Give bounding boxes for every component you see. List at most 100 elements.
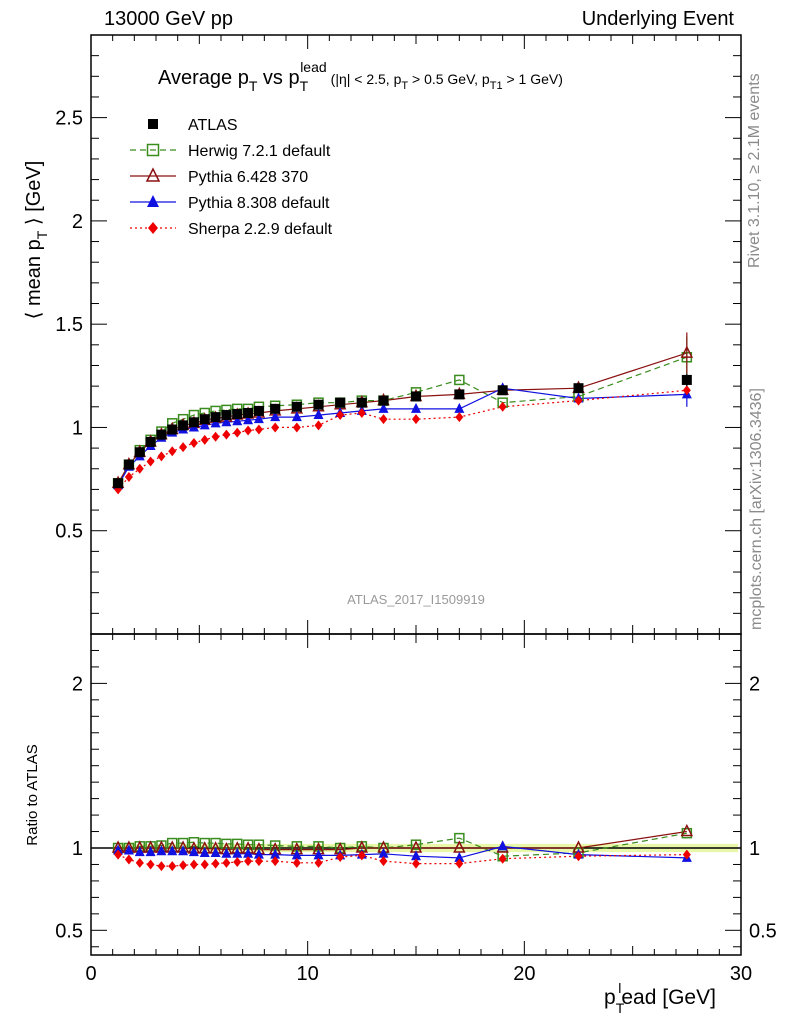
ratio-point-sherpa bbox=[682, 849, 691, 860]
ratio-point-pythia8 bbox=[411, 850, 421, 861]
x-tick-label: 0 bbox=[85, 963, 96, 985]
point-atlas bbox=[356, 397, 367, 408]
point-atlas bbox=[134, 447, 145, 458]
ratio-y-tick-label-right: 0.5 bbox=[749, 920, 777, 942]
ratio-point-sherpa bbox=[200, 859, 209, 870]
axis-ticks: 0 10 20 30 0.5 1 1.5 2 2.5 0.5 0.5 1 1 2 2 bbox=[55, 35, 777, 985]
y-tick-label: 0.5 bbox=[55, 521, 83, 543]
ratio-point-pythia6 bbox=[680, 823, 694, 837]
point-pythia8 bbox=[221, 416, 232, 427]
ratio-point-sherpa bbox=[168, 861, 177, 872]
legend-label-pythia8: Pythia 8.308 default bbox=[188, 195, 330, 212]
ratio-point-pythia8 bbox=[291, 849, 302, 860]
y-axis-label: ⟨ mean pT ⟩ [GeV] bbox=[23, 161, 50, 320]
ratio-point-sherpa bbox=[146, 859, 155, 870]
point-pythia8 bbox=[270, 411, 281, 422]
point-sherpa bbox=[412, 414, 420, 425]
y-tick-label: 2.5 bbox=[55, 108, 83, 130]
point-atlas bbox=[243, 407, 254, 418]
point-sherpa bbox=[135, 463, 144, 474]
series-lines bbox=[117, 352, 688, 867]
ratio-point-pythia8 bbox=[156, 845, 167, 856]
point-sherpa bbox=[379, 414, 388, 425]
point-pythia8 bbox=[411, 402, 421, 413]
point-sherpa bbox=[157, 451, 166, 462]
ratio-point-pythia8 bbox=[232, 847, 243, 858]
point-sherpa bbox=[189, 437, 198, 448]
ratio-point-pythia8 bbox=[221, 847, 232, 858]
ratio-point-pythia8 bbox=[134, 846, 145, 857]
point-atlas bbox=[497, 385, 508, 396]
legend-label-sherpa: Sherpa 2.2.9 default bbox=[188, 221, 333, 238]
ratio-point-sherpa bbox=[114, 849, 123, 860]
point-atlas bbox=[156, 429, 167, 440]
point-atlas bbox=[378, 395, 389, 406]
point-sherpa bbox=[455, 412, 464, 423]
point-sherpa bbox=[179, 442, 188, 453]
point-atlas bbox=[188, 417, 199, 428]
ratio-point-sherpa bbox=[135, 857, 144, 868]
ratio-point-sherpa bbox=[189, 859, 198, 870]
point-sherpa bbox=[271, 422, 280, 433]
ratio-point-pythia8 bbox=[378, 847, 389, 858]
ratio-y-tick-label: 0.5 bbox=[55, 920, 83, 942]
ratio-point-pythia8 bbox=[113, 844, 124, 855]
ratio-point-sherpa bbox=[222, 857, 231, 868]
point-atlas bbox=[167, 424, 178, 435]
point-sherpa bbox=[314, 420, 323, 431]
x-tick-label: 20 bbox=[513, 963, 535, 985]
legend-marker-sherpa bbox=[148, 222, 158, 234]
header-right: Underlying Event bbox=[581, 8, 734, 30]
ratio-point-sherpa bbox=[254, 856, 263, 867]
ratio-point-sherpa bbox=[124, 854, 133, 865]
point-atlas bbox=[313, 399, 324, 410]
point-sherpa bbox=[233, 427, 242, 438]
point-pythia8 bbox=[199, 419, 210, 430]
point-sherpa bbox=[168, 446, 177, 457]
ratio-point-sherpa bbox=[271, 856, 280, 867]
ratio-point-pythia8 bbox=[497, 840, 508, 851]
point-atlas bbox=[454, 389, 465, 400]
ratio-point-sherpa bbox=[357, 850, 366, 861]
ratio-point-sherpa bbox=[179, 860, 188, 871]
legend-label-herwig: Herwig 7.2.1 default bbox=[188, 143, 331, 160]
point-atlas bbox=[253, 405, 264, 416]
point-pythia8 bbox=[253, 413, 264, 424]
point-atlas bbox=[178, 420, 189, 431]
point-sherpa bbox=[211, 431, 220, 442]
ratio-point-pythia8 bbox=[270, 848, 281, 859]
ratio-y-axis-label: Ratio to ATLAS bbox=[24, 744, 41, 845]
point-pythia8 bbox=[313, 409, 324, 420]
point-atlas bbox=[335, 397, 346, 408]
ratio-point-pythia8 bbox=[199, 846, 210, 857]
point-atlas bbox=[573, 383, 584, 394]
point-sherpa bbox=[222, 429, 231, 440]
ratio-point-sherpa bbox=[379, 856, 388, 867]
point-sherpa bbox=[146, 456, 155, 467]
point-pythia8 bbox=[378, 402, 389, 413]
y-tick-label: 1.5 bbox=[55, 314, 83, 336]
ratio-y-tick-label-right: 2 bbox=[749, 673, 760, 695]
ratio-point-sherpa bbox=[336, 852, 345, 863]
point-atlas bbox=[221, 410, 232, 421]
ratio-point-pythia8 bbox=[243, 847, 254, 858]
ratio-point-sherpa bbox=[292, 857, 301, 868]
point-herwig bbox=[454, 374, 465, 386]
ratio-point-sherpa bbox=[574, 851, 583, 862]
legend-marker-atlas bbox=[148, 119, 158, 129]
ratio-y-tick-label-right: 1 bbox=[749, 838, 760, 860]
legend-marker-herwig bbox=[146, 143, 160, 157]
legend: ATLAS Herwig 7.2.1 default Pythia 6.428 37… bbox=[130, 117, 333, 238]
ratio-point-sherpa bbox=[233, 856, 242, 867]
point-sherpa bbox=[574, 395, 583, 406]
point-pythia8 bbox=[454, 402, 465, 413]
ratio-point-pythia8 bbox=[167, 845, 178, 856]
point-atlas bbox=[199, 414, 210, 425]
point-sherpa bbox=[200, 434, 209, 445]
legend-label-pythia6: Pythia 6.428 370 bbox=[188, 169, 308, 186]
point-atlas bbox=[411, 391, 421, 402]
ratio-point-sherpa bbox=[211, 858, 220, 869]
ratio-point-sherpa bbox=[498, 853, 507, 864]
ratio-y-tick-label: 1 bbox=[72, 838, 83, 860]
